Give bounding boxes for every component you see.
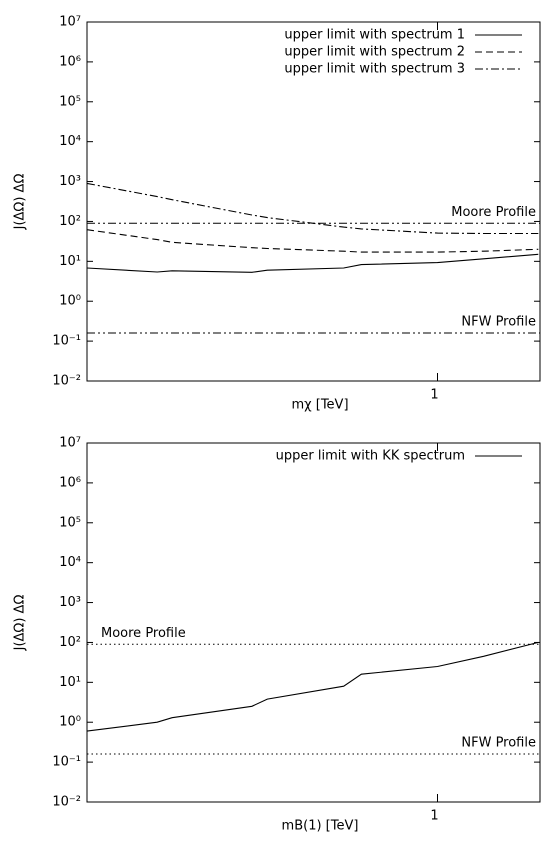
legend-label: upper limit with spectrum 2 [284, 45, 465, 60]
plot-frame [86, 21, 541, 382]
reference-label: NFW Profile [461, 314, 536, 329]
y-tick-label: 10⁷ [59, 436, 81, 451]
x-axis-label: mχ [TeV] [291, 398, 348, 413]
y-tick-label: 10³ [59, 174, 81, 189]
x-axis-label: mB(1) [TeV] [282, 819, 359, 834]
y-tick-label: 10⁻² [52, 795, 81, 810]
x-tick-label: 1 [430, 809, 438, 824]
y-tick-label: 10³ [59, 595, 81, 610]
y-tick-label: 10⁷ [59, 15, 81, 30]
series-line [86, 641, 539, 732]
y-tick-label: 10⁴ [59, 555, 81, 570]
y-tick-label: 10² [59, 635, 81, 650]
reference-label: Moore Profile [451, 205, 536, 220]
y-tick-label: 10¹ [59, 254, 81, 269]
y-tick-label: 10² [59, 214, 81, 229]
legend-label: upper limit with spectrum 3 [284, 62, 465, 77]
y-tick-label: 10⁻¹ [52, 334, 81, 349]
y-axis-label: J(ΔΩ) ΔΩ [13, 174, 28, 231]
series-line [86, 229, 539, 253]
legend-label: upper limit with KK spectrum [276, 449, 465, 464]
y-tick-label: 10⁶ [59, 54, 81, 69]
y-tick-label: 10⁵ [59, 94, 81, 109]
series-line [86, 253, 539, 273]
y-axis-label: J(ΔΩ) ΔΩ [13, 595, 28, 652]
reference-label: NFW Profile [461, 735, 536, 750]
x-tick-label: 1 [430, 388, 438, 403]
y-tick-label: 10⁻² [52, 374, 81, 389]
plot-frame [86, 442, 541, 803]
y-tick-label: 10⁰ [59, 294, 81, 309]
y-tick-label: 10⁶ [59, 475, 81, 490]
y-tick-label: 10⁰ [59, 715, 81, 730]
legend-label: upper limit with spectrum 1 [284, 28, 465, 43]
y-tick-label: 10⁴ [59, 134, 81, 149]
y-tick-label: 10¹ [59, 675, 81, 690]
y-tick-label: 10⁵ [59, 515, 81, 530]
reference-label: Moore Profile [101, 626, 186, 641]
y-tick-label: 10⁻¹ [52, 755, 81, 770]
